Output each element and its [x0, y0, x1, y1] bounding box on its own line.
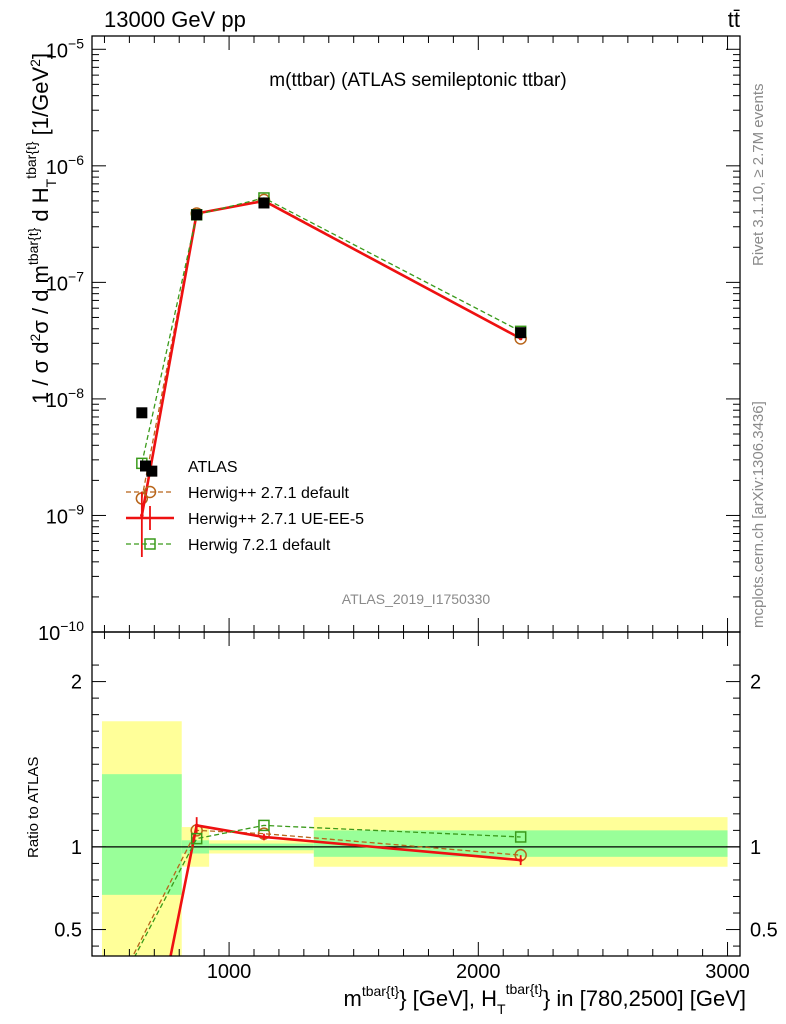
ratio-point-herwig-7-2-1-default	[114, 981, 124, 991]
rivet-version-label: Rivet 3.1.10, ≥ 2.7M events	[750, 84, 767, 267]
main-line-herwig-2-7-1-default	[141, 199, 521, 499]
y-tick-label: 10−5	[46, 35, 84, 62]
ratio-y-tick-label-right: 2	[750, 672, 761, 694]
main-plot-title: m(ttbar) (ATLAS semileptonic ttbar)	[269, 70, 566, 91]
main-line-herwig-7-2-1-default	[141, 197, 521, 464]
legend: ATLAS Herwig++ 2.7.1 default Herwig++ 2.7.…	[126, 459, 364, 554]
ratio-point-herwig-2-7-1-ue-ee-5	[518, 858, 523, 862]
x-tick-label: 1000	[207, 961, 252, 983]
mcplots-label: mcplots.cern.ch [arXiv:1306.3436]	[750, 401, 767, 628]
ratio-y-axis-label: Ratio to ATLAS	[25, 757, 42, 858]
ratio-y-tick-label-right: 1	[750, 837, 761, 859]
ratio-line-herwig-7-2-1-default	[134, 824, 521, 956]
main-point-atlas	[136, 407, 148, 419]
ratio-point-herwig-2-7-1-default	[114, 977, 125, 988]
legend-label: Herwig++ 2.7.1 UE-EE-5	[188, 511, 364, 528]
ratio-y-tick-label-right: 0.5	[750, 920, 778, 942]
ratio-point-herwig-7-2-1-default	[514, 831, 527, 843]
ratio-y-tick-label: 2	[71, 672, 82, 694]
ratio-line-herwig-2-7-1-ue-ee-5	[169, 823, 521, 956]
legend-marker-atlas	[140, 460, 151, 472]
main-point-atlas	[258, 197, 270, 209]
main-line-herwig-2-7-1-ue-ee-5	[140, 199, 522, 516]
ratio-point-herwig-2-7-1-ue-ee-5	[262, 835, 266, 839]
analysis-watermark: ATLAS_2019_I1750330	[342, 591, 491, 607]
main-point-atlas	[515, 327, 527, 339]
main-point-atlas	[191, 209, 203, 221]
legend-label: Herwig 7.2.1 default	[188, 537, 331, 554]
x-tick-label: 3000	[705, 961, 750, 983]
x-tick-label: 2000	[456, 961, 501, 983]
main-y-axis-label: 1 / σ d2σ / d mtbar{t} d HTtbar{t} [1/Ge…	[23, 53, 59, 404]
y-tick-label: 10−8	[46, 385, 84, 412]
legend-marker	[144, 538, 156, 550]
y-tick-label: 10−9	[46, 501, 84, 528]
ratio-band-inner	[313, 830, 728, 857]
ratio-y-tick-label: 0.5	[54, 920, 82, 942]
ratio-point-herwig-2-7-1-ue-ee-5	[167, 961, 171, 965]
legend-marker	[143, 485, 157, 499]
x-axis-label: mtbar{t}} [GeV], HTtbar{t}} in [780,2500…	[343, 981, 746, 1017]
legend-label: ATLAS	[188, 459, 238, 476]
header-final-state: tt̄	[728, 7, 740, 32]
ratio-point-herwig-7-2-1-default	[190, 832, 203, 845]
legend-label: Herwig++ 2.7.1 default	[188, 485, 350, 502]
ratio-band-inner	[101, 774, 182, 895]
y-tick-label: 10−7	[46, 268, 84, 295]
header-process: 13000 GeV pp	[104, 7, 246, 32]
ratio-plot-frame	[91, 631, 741, 957]
main-point-herwig-2-7-1-ue-ee-5	[140, 513, 144, 518]
main-point-atlas	[146, 465, 158, 477]
ratio-y-tick-label: 1	[71, 837, 82, 859]
ratio-point-herwig-7-2-1-default	[258, 819, 270, 832]
y-tick-label: 10−6	[46, 152, 84, 179]
ratio-point-herwig-2-7-1-ue-ee-5	[194, 823, 199, 828]
y-tick-label: 10−10	[38, 618, 84, 645]
